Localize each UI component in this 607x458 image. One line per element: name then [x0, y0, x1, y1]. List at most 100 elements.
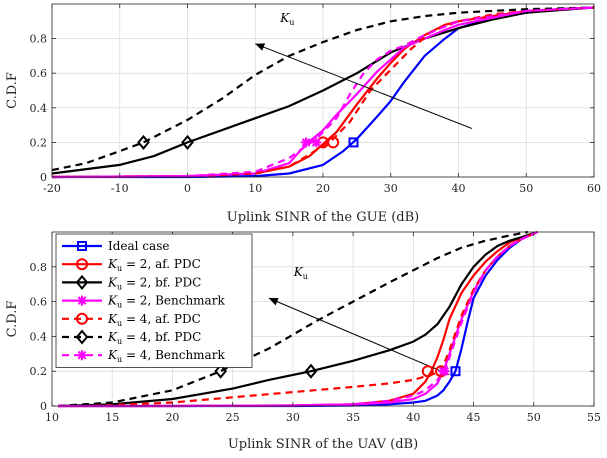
y-axis-label: C.D.F	[5, 301, 20, 338]
y-tick-label: 0.2	[30, 365, 48, 378]
legend-label-ku4_bm: Ku = 4, Benchmark	[107, 348, 225, 364]
legend-label-prefix: K	[107, 294, 118, 308]
x-tick-label: 50	[519, 182, 533, 195]
series-marker-ideal	[450, 366, 461, 377]
y-tick-label: 0.6	[30, 67, 48, 80]
legend-label-ku2_af: Ku = 2, af. PDC	[107, 257, 201, 273]
x-tick-label: 20	[316, 182, 330, 195]
x-tick-label: -10	[111, 182, 129, 195]
legend-label-suffix: = 4, bf. PDC	[122, 330, 201, 344]
annotation-arrowhead	[255, 43, 266, 51]
legend-label-prefix: K	[107, 257, 118, 271]
x-tick-label: 0	[184, 182, 191, 195]
series-line-ku4_bm	[51, 6, 595, 179]
axes-box	[51, 231, 595, 407]
x-tick-label: 60	[587, 182, 601, 195]
marker-square	[348, 137, 359, 148]
x-tick-label: 50	[527, 411, 541, 424]
legend-label-ku2_bf: Ku = 2, bf. PDC	[107, 275, 201, 291]
legend-marker-ku4_bm	[77, 350, 87, 361]
marker-asterisk	[301, 137, 312, 148]
x-tick-label: 15	[105, 411, 119, 424]
legend-label-sub: u	[117, 264, 122, 273]
legend-label-suffix: = 4, Benchmark	[122, 348, 225, 362]
x-tick-label: 10	[45, 411, 59, 424]
annotation-arrow	[255, 43, 473, 130]
x-axis-label: Uplink SINR of the GUE (dB)	[227, 210, 420, 225]
legend-label-sub: u	[117, 355, 122, 364]
marker-asterisk	[77, 350, 87, 361]
y-tick-label: 0	[40, 171, 47, 184]
x-tick-label: 55	[587, 411, 601, 424]
marker-diamond	[75, 329, 89, 345]
x-tick-label: 20	[165, 411, 179, 424]
x-tick-label: 30	[384, 182, 398, 195]
legend-label-suffix: = 4, af. PDC	[122, 312, 201, 326]
x-tick-label: 40	[406, 411, 420, 424]
legend-label-sub: u	[117, 319, 122, 328]
marker-circle	[76, 258, 88, 271]
series-marker-ku2_bf	[304, 363, 318, 379]
legend-marker-ku4_bf	[75, 329, 89, 345]
marker-diamond	[214, 363, 227, 379]
marker-asterisk	[311, 137, 322, 148]
x-tick-label: 25	[226, 411, 240, 424]
marker-diamond	[304, 363, 318, 379]
legend-label-ideal: Ideal case	[108, 239, 169, 253]
series-marker-ku2_bm	[301, 137, 312, 148]
annotation-label-sub: u	[303, 272, 308, 281]
marker-square	[450, 366, 461, 377]
legend-label-ku4_af: Ku = 4, af. PDC	[107, 312, 201, 328]
marker-diamond	[181, 134, 194, 150]
series-marker-ku4_af	[327, 136, 340, 149]
series-line-ku4_af	[51, 6, 595, 179]
legend-label-sub: u	[117, 337, 122, 346]
x-tick-label: 35	[346, 411, 360, 424]
x-axis-label: Uplink SINR of the UAV (dB)	[228, 437, 418, 452]
x-tick-label: 45	[467, 411, 481, 424]
y-tick-label: 0.2	[30, 136, 48, 149]
marker-circle	[421, 365, 434, 378]
series-line-ku2_bf	[51, 6, 595, 175]
legend-label-prefix: K	[107, 312, 118, 326]
y-tick-label: 0.4	[30, 102, 48, 115]
legend-marker-ku4_af	[76, 312, 88, 325]
marker-circle	[327, 136, 340, 149]
series-line-ku4_bf	[51, 6, 595, 172]
series-marker-ku4_bm	[311, 137, 322, 148]
series-marker-ku4_bf	[137, 134, 150, 150]
legend-label-suffix: = 2, af. PDC	[122, 257, 201, 271]
x-tick-label: -20	[43, 182, 61, 195]
x-tick-label: 40	[452, 182, 466, 195]
series-line-ku2_bm	[51, 6, 595, 179]
marker-asterisk	[439, 366, 450, 377]
series-marker-ku4_bf	[214, 363, 227, 379]
marker-square	[77, 241, 87, 251]
legend-label-prefix: K	[107, 330, 118, 344]
legend-label-prefix: K	[107, 275, 118, 289]
marker-circle	[76, 312, 88, 325]
legend-label-suffix: = 2, Benchmark	[122, 294, 225, 308]
x-tick-label: 30	[286, 411, 300, 424]
marker-diamond	[137, 134, 150, 150]
annotation-arrowhead	[268, 297, 279, 306]
series-marker-ku2_bf	[181, 134, 194, 150]
y-tick-label: 0	[40, 400, 47, 413]
x-tick-label: 10	[248, 182, 262, 195]
series-line-ku4_bf	[57, 230, 529, 408]
legend-label-prefix: K	[107, 348, 118, 362]
annotation-arrow	[268, 297, 450, 376]
series-line-ku4_af	[57, 230, 538, 408]
series-marker-ideal	[348, 137, 359, 148]
legend-marker-ku2_bm	[77, 295, 87, 306]
legend-label-suffix: = 2, bf. PDC	[122, 275, 201, 289]
legend-label-ku2_bm: Ku = 2, Benchmark	[107, 294, 225, 310]
marker-asterisk	[77, 295, 87, 306]
legend-marker-ku2_af	[76, 258, 88, 271]
y-tick-label: 0.8	[30, 261, 48, 274]
legend-label-ku4_bf: Ku = 4, bf. PDC	[107, 330, 201, 346]
legend-label-sub: u	[117, 282, 122, 291]
series-line-ku2_bf	[57, 230, 538, 408]
